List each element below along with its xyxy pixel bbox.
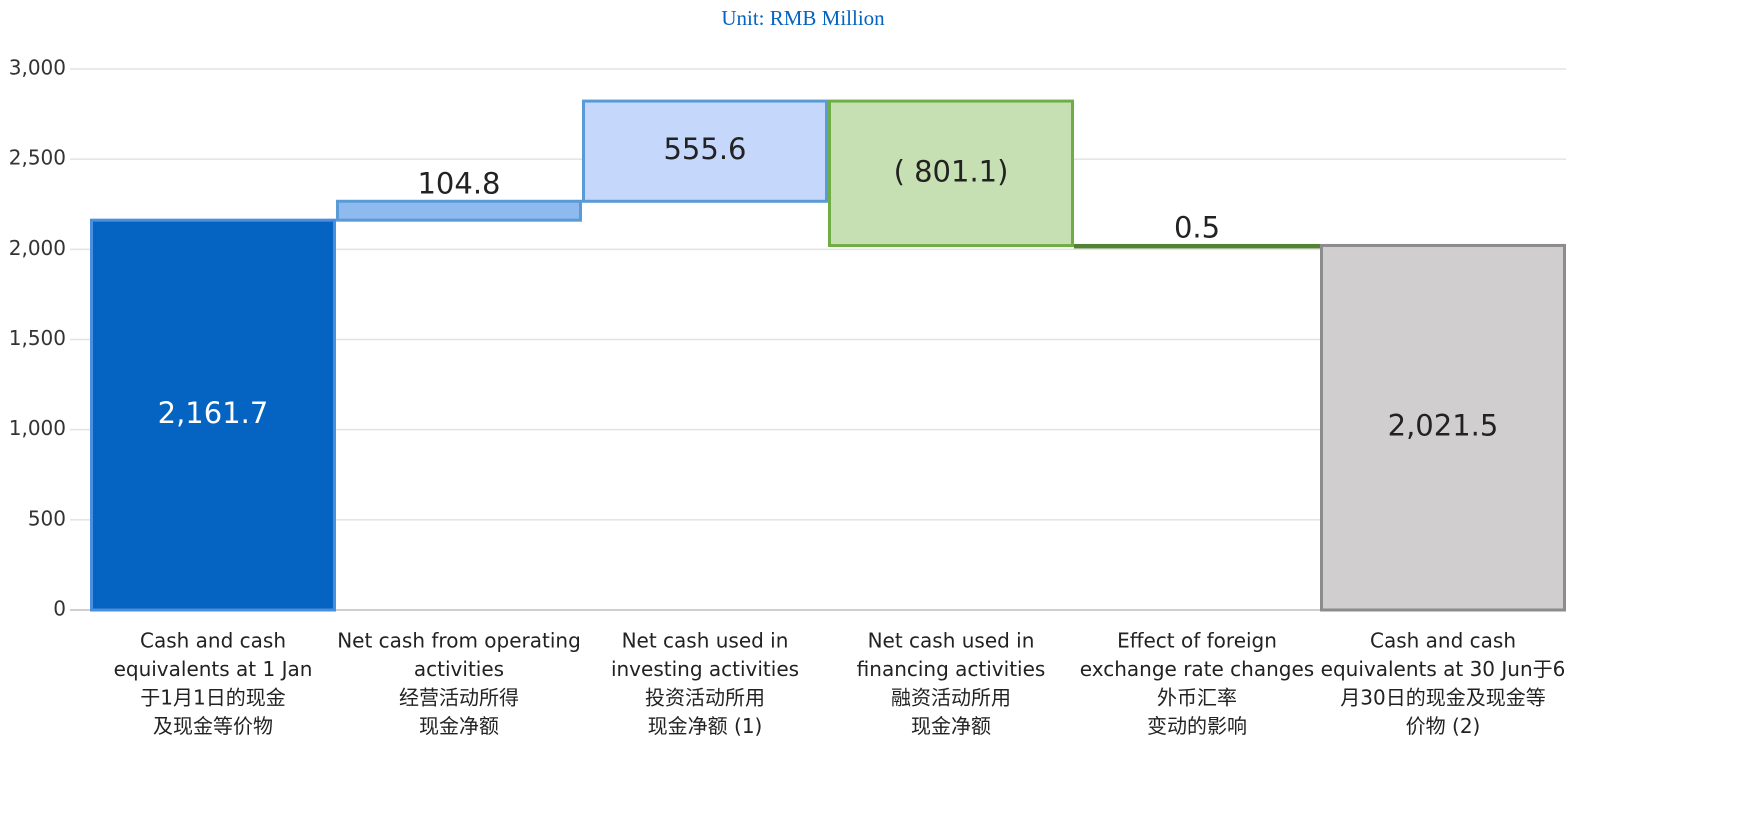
x-tick-label: investing activities [611, 657, 799, 681]
x-tick-label: 外币汇率 [1157, 686, 1237, 710]
y-tick-label: 1,000 [9, 416, 66, 440]
y-tick-label: 2,000 [9, 236, 66, 260]
bar [1074, 243, 1320, 249]
bar [336, 199, 582, 222]
x-tick-label: 投资活动所用 [645, 686, 765, 710]
value-label: 0.5 [1174, 210, 1220, 244]
x-tick-label: 融资活动所用 [891, 686, 1011, 710]
x-tick-label: financing activities [857, 657, 1046, 681]
x-tick-label: 月30日的现金及现金等 [1340, 686, 1545, 710]
chart-title: Unit: RMB Million [721, 6, 885, 30]
x-tick-label: 现金净额 [911, 714, 991, 738]
x-tick-label: Net cash used in [868, 629, 1035, 653]
x-tick-label: Net cash from operating [337, 629, 581, 653]
x-tick-label: Net cash used in [622, 629, 789, 653]
x-tick-label: 变动的影响 [1147, 714, 1247, 738]
bar [1320, 243, 1566, 612]
value-label: 2,021.5 [1388, 409, 1499, 443]
x-tick-label: Effect of foreign [1117, 629, 1277, 653]
y-tick-label: 500 [28, 506, 66, 530]
x-tick-label: equivalents at 30 Jun于6 [1321, 657, 1566, 681]
x-tick-label: equivalents at 1 Jan [114, 657, 313, 681]
x-tick-label: 经营活动所得 [399, 686, 519, 710]
value-label: 104.8 [417, 166, 500, 200]
y-tick-label: 2,500 [9, 146, 66, 170]
x-tick-label: Cash and cash [140, 629, 286, 653]
y-tick-label: 1,500 [9, 326, 66, 350]
x-tick-label: Cash and cash [1370, 629, 1516, 653]
x-tick-label: activities [414, 657, 504, 681]
bar [90, 218, 336, 612]
bar [828, 99, 1074, 248]
y-tick-label: 0 [53, 597, 66, 621]
x-tick-label: 现金净额 [419, 714, 499, 738]
x-tick-label: 于1月1日的现金 [140, 686, 285, 710]
x-tick-label: 价物 (2) [1406, 714, 1481, 738]
x-tick-label: 及现金等价物 [153, 714, 273, 738]
value-label: 2,161.7 [158, 396, 269, 430]
value-label: ( 801.1) [894, 154, 1009, 188]
x-tick-label: 现金净额 (1) [648, 714, 763, 738]
y-tick-label: 3,000 [9, 56, 66, 80]
x-tick-label: exchange rate changes [1080, 657, 1314, 681]
value-label: 555.6 [663, 132, 746, 166]
bar [582, 99, 828, 203]
